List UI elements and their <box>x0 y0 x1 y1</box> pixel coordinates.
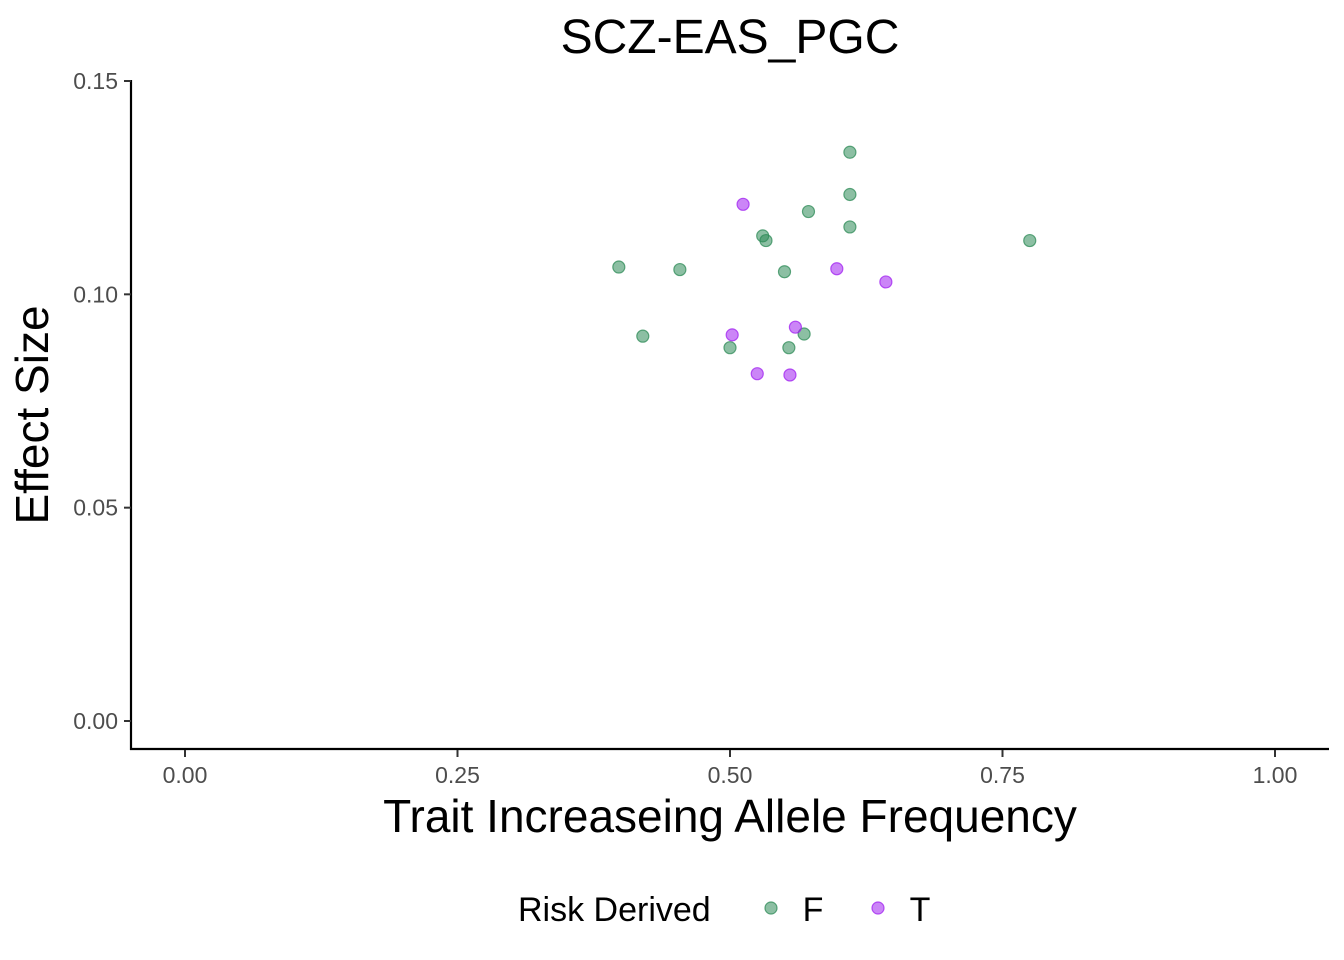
data-point <box>673 262 687 277</box>
series-T <box>725 197 893 382</box>
x-tick-label: 0.00 <box>163 762 208 788</box>
data-point <box>759 233 773 248</box>
data-point <box>783 368 797 382</box>
data-point <box>723 341 737 355</box>
data-point <box>879 275 893 289</box>
data-point <box>843 187 857 202</box>
y-tick-label: 0.05 <box>73 495 118 521</box>
data-point <box>725 328 739 342</box>
y-axis-ticks: 0.00 0.05 0.10 0.15 <box>73 68 131 734</box>
x-axis-title: Trait Increaseing Allele Frequency <box>383 790 1077 842</box>
data-point <box>750 367 764 381</box>
data-point <box>1023 233 1037 248</box>
data-point <box>801 204 816 219</box>
data-point <box>797 327 811 341</box>
plot-area <box>612 145 1037 382</box>
y-tick-label: 0.10 <box>73 281 118 307</box>
legend-label-T: T <box>910 891 931 929</box>
legend-key-T <box>871 901 885 915</box>
data-point <box>843 220 857 234</box>
series-F <box>612 145 1037 355</box>
x-tick-label: 0.50 <box>708 762 753 788</box>
y-tick-label: 0.15 <box>73 68 118 94</box>
data-point <box>777 265 792 279</box>
data-point <box>782 341 796 355</box>
data-point <box>843 145 857 159</box>
data-point <box>612 260 626 274</box>
x-tick-label: 0.75 <box>980 762 1025 788</box>
legend-key-F <box>764 901 778 915</box>
legend-title: Risk Derived <box>518 891 711 929</box>
x-axis-ticks: 0.00 0.25 0.50 0.75 1.00 <box>163 750 1298 788</box>
data-point <box>830 262 844 276</box>
x-tick-label: 1.00 <box>1253 762 1298 788</box>
x-tick-label: 0.25 <box>435 762 480 788</box>
data-point <box>636 329 650 343</box>
chart-title: SCZ-EAS_PGC <box>561 11 900 64</box>
data-point <box>788 320 803 334</box>
y-axis-title: Effect Size <box>6 305 58 524</box>
legend-label-F: F <box>803 891 824 929</box>
y-tick-label: 0.00 <box>73 708 118 734</box>
data-point <box>736 197 750 211</box>
